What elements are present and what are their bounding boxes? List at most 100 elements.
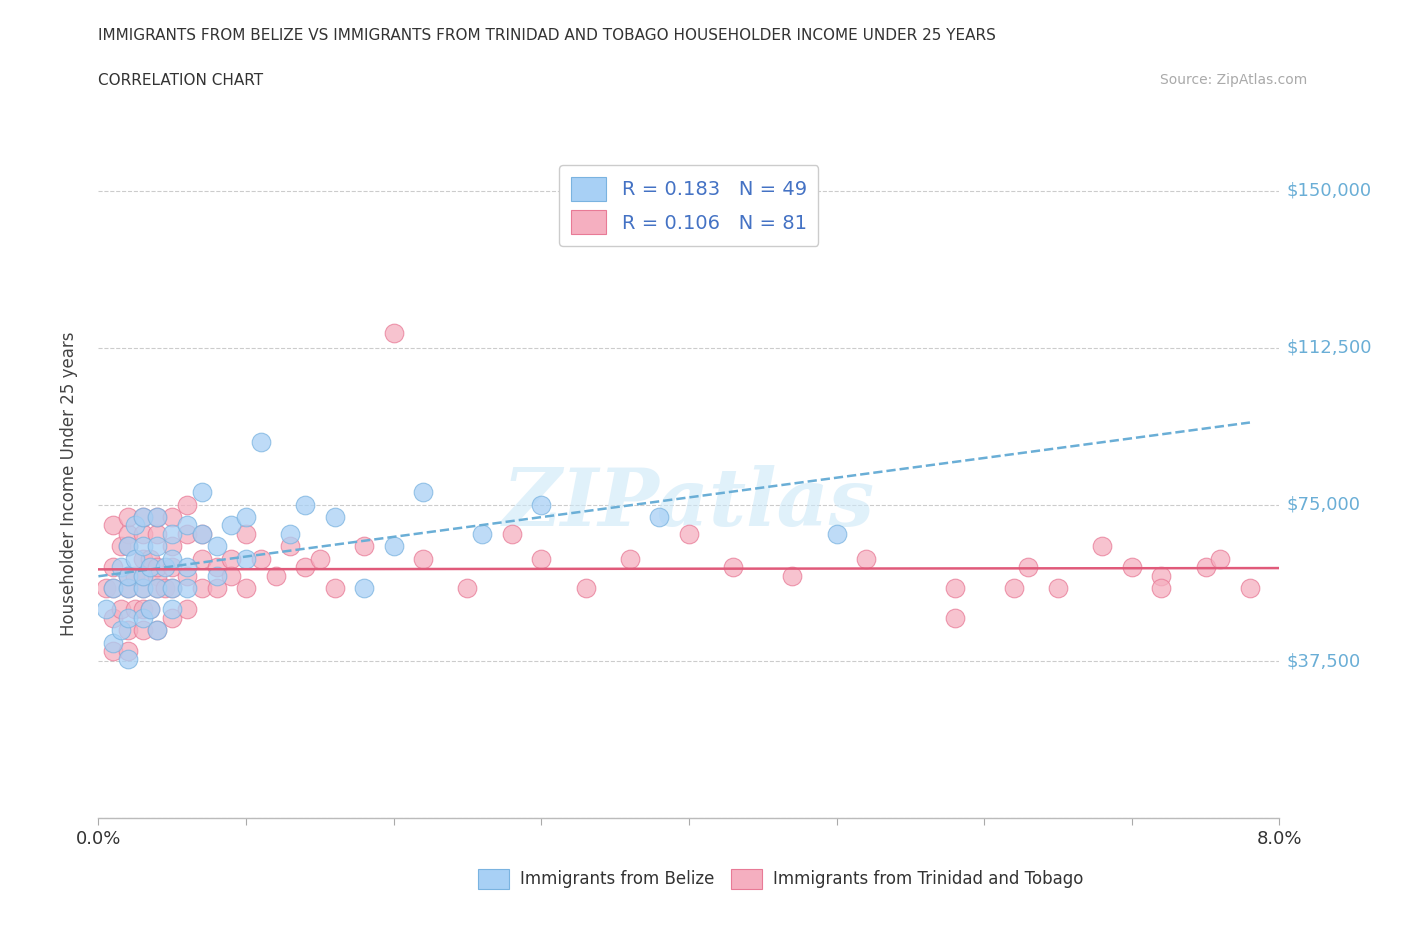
Point xyxy=(132,526,155,541)
Text: $37,500: $37,500 xyxy=(1286,653,1361,671)
Point xyxy=(162,560,183,575)
Point xyxy=(132,602,155,617)
Text: Source: ZipAtlas.com: Source: ZipAtlas.com xyxy=(1160,73,1308,86)
Point xyxy=(574,580,596,596)
Point xyxy=(294,498,316,512)
Point xyxy=(205,568,228,583)
Point xyxy=(250,434,273,449)
Point xyxy=(353,580,375,596)
Point xyxy=(117,652,139,667)
Point xyxy=(1046,580,1069,596)
Point xyxy=(117,580,139,596)
Point xyxy=(146,623,169,638)
Point xyxy=(1150,580,1173,596)
Point xyxy=(782,568,804,583)
Text: $75,000: $75,000 xyxy=(1286,496,1361,513)
Point xyxy=(139,602,162,617)
Point xyxy=(648,510,671,525)
Point xyxy=(353,539,375,554)
Point xyxy=(132,568,155,583)
Point xyxy=(110,560,132,575)
Point xyxy=(132,510,155,525)
Point xyxy=(117,539,139,554)
Point xyxy=(205,560,228,575)
Point xyxy=(110,539,132,554)
Point xyxy=(94,602,117,617)
Text: IMMIGRANTS FROM BELIZE VS IMMIGRANTS FROM TRINIDAD AND TOBAGO HOUSEHOLDER INCOME: IMMIGRANTS FROM BELIZE VS IMMIGRANTS FRO… xyxy=(98,28,997,43)
Point xyxy=(162,526,183,541)
Point xyxy=(103,635,124,650)
Text: $150,000: $150,000 xyxy=(1286,181,1372,200)
Point xyxy=(278,526,301,541)
Text: Immigrants from Trinidad and Tobago: Immigrants from Trinidad and Tobago xyxy=(773,870,1084,888)
Y-axis label: Householder Income Under 25 years: Householder Income Under 25 years xyxy=(59,331,77,636)
Point xyxy=(1121,560,1143,575)
Point xyxy=(132,510,155,525)
Point xyxy=(94,580,117,596)
Point xyxy=(117,510,139,525)
Point xyxy=(146,568,169,583)
Point xyxy=(162,602,183,617)
Point xyxy=(117,623,139,638)
Point xyxy=(124,518,146,533)
Point xyxy=(103,518,124,533)
Point xyxy=(103,580,124,596)
Point xyxy=(176,498,198,512)
Point xyxy=(1002,580,1025,596)
Point xyxy=(146,580,169,596)
Text: CORRELATION CHART: CORRELATION CHART xyxy=(98,73,263,87)
Point xyxy=(132,539,155,554)
Point xyxy=(205,580,228,596)
Point xyxy=(162,580,183,596)
Point xyxy=(1150,568,1173,583)
Point xyxy=(250,551,273,566)
Point xyxy=(235,580,257,596)
Point xyxy=(943,610,966,625)
Point xyxy=(139,551,162,566)
Point xyxy=(117,568,139,583)
Point xyxy=(205,539,228,554)
Text: $112,500: $112,500 xyxy=(1286,339,1372,356)
Point xyxy=(176,602,198,617)
Point xyxy=(124,602,146,617)
Point xyxy=(146,580,169,596)
Point xyxy=(412,485,434,499)
Point xyxy=(162,539,183,554)
Point xyxy=(471,526,494,541)
Point xyxy=(103,610,124,625)
Point xyxy=(146,623,169,638)
Point xyxy=(456,580,478,596)
Point xyxy=(117,568,139,583)
Point xyxy=(619,551,641,566)
Point xyxy=(721,560,744,575)
Point xyxy=(117,644,139,658)
Point xyxy=(323,580,346,596)
Point xyxy=(308,551,332,566)
Point xyxy=(191,580,214,596)
Point xyxy=(146,526,169,541)
Point xyxy=(132,568,155,583)
Point xyxy=(235,510,257,525)
Point xyxy=(191,526,214,541)
Point xyxy=(139,602,162,617)
Point xyxy=(501,526,523,541)
Point xyxy=(146,510,169,525)
Point xyxy=(323,510,346,525)
Point xyxy=(191,485,214,499)
Text: Immigrants from Belize: Immigrants from Belize xyxy=(520,870,714,888)
Point xyxy=(176,580,198,596)
Point xyxy=(191,551,214,566)
Point xyxy=(219,551,242,566)
Point xyxy=(117,539,139,554)
Point xyxy=(412,551,434,566)
Point xyxy=(530,551,553,566)
Point xyxy=(103,560,124,575)
Point xyxy=(264,568,287,583)
Point xyxy=(132,610,155,625)
Point xyxy=(1194,560,1216,575)
Point xyxy=(124,551,146,566)
Point xyxy=(124,568,146,583)
Point xyxy=(855,551,877,566)
Point xyxy=(153,560,176,575)
Point xyxy=(176,568,198,583)
